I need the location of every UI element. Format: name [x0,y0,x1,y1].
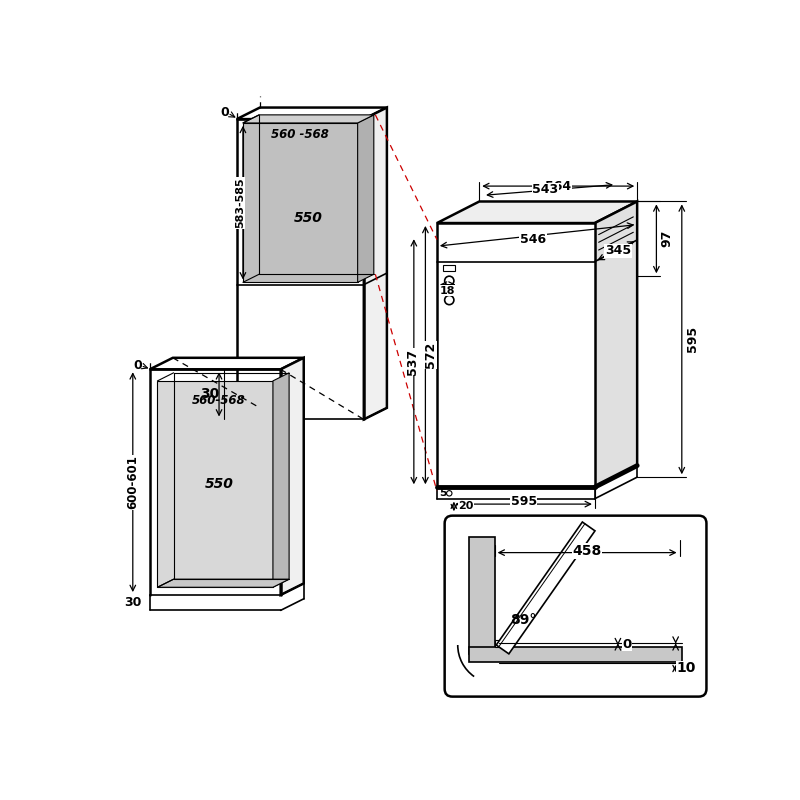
Text: 543: 543 [533,183,558,197]
Polygon shape [273,373,289,587]
Text: 564: 564 [545,179,571,193]
Polygon shape [364,107,387,419]
Text: 583-585: 583-585 [235,178,245,228]
Bar [470,538,494,654]
Polygon shape [358,115,374,282]
Polygon shape [243,123,358,282]
Text: 0: 0 [220,106,229,119]
Polygon shape [243,115,374,123]
Text: 550: 550 [205,477,234,491]
Polygon shape [496,522,595,654]
Polygon shape [594,202,637,487]
Text: 550: 550 [294,211,322,225]
Text: 0: 0 [133,359,142,372]
Text: 345: 345 [605,244,631,258]
Text: 560-568: 560-568 [192,394,246,406]
Text: 595: 595 [510,494,537,507]
Polygon shape [237,107,387,119]
Text: 18: 18 [440,286,455,296]
Text: 572: 572 [423,342,437,368]
Text: 10: 10 [677,662,696,675]
Text: 5: 5 [439,488,447,498]
Text: 600-601: 600-601 [126,455,139,509]
Polygon shape [150,358,304,370]
Polygon shape [437,223,594,487]
Text: 97: 97 [661,230,674,247]
Text: 0: 0 [622,638,632,650]
Polygon shape [281,358,304,595]
Polygon shape [158,381,273,587]
Text: 30: 30 [200,387,219,402]
Text: 537: 537 [406,349,419,374]
Text: 458: 458 [573,544,602,558]
Text: 595: 595 [686,326,699,352]
Text: 560 -568: 560 -568 [271,128,329,141]
Polygon shape [443,266,455,270]
Bar [494,640,509,646]
Text: 30: 30 [124,596,142,609]
Text: 20: 20 [458,502,474,511]
Bar [470,646,682,662]
Text: 89°: 89° [510,614,536,627]
FancyBboxPatch shape [445,516,706,697]
Polygon shape [437,202,637,223]
Polygon shape [158,579,289,587]
Text: 546: 546 [520,233,546,246]
